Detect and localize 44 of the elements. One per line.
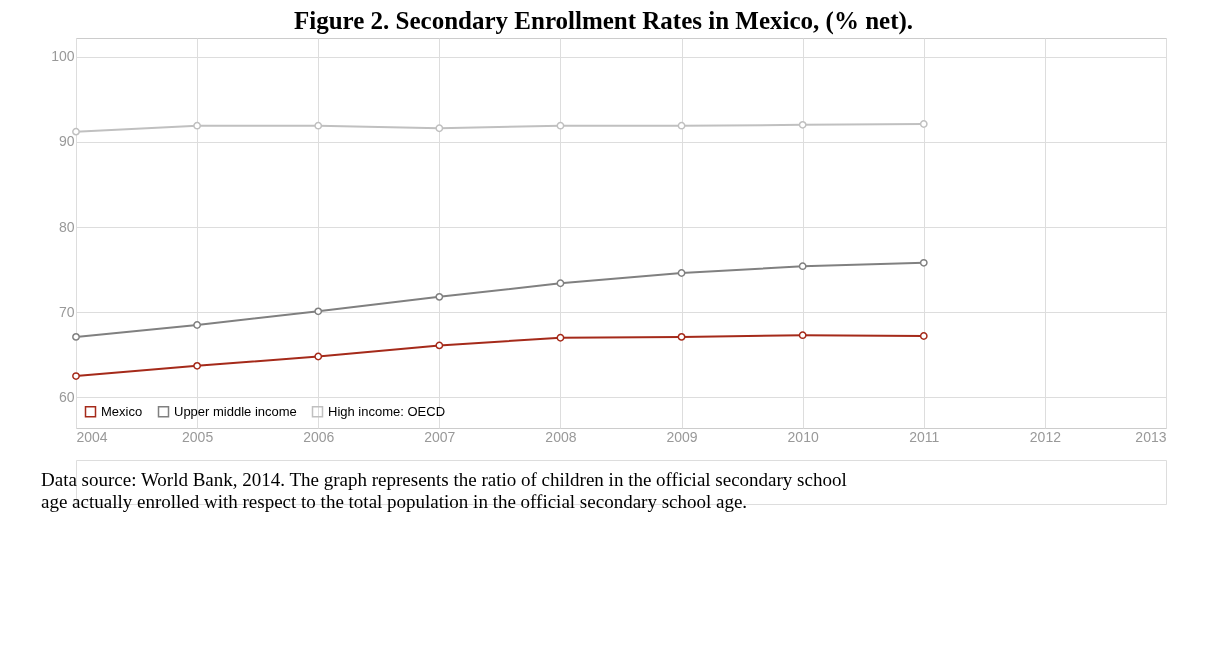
point (677, 332, 686, 341)
x-tick-label: 2009 (666, 428, 698, 445)
legend-label: High income: OECD (328, 403, 446, 419)
x-tick-label: 2010 (787, 428, 819, 445)
chart-title: Figure 2. Secondary Enrollment Rates in Mexico, (% net). (293, 6, 914, 35)
point (919, 332, 928, 340)
point (314, 307, 323, 316)
point (798, 262, 807, 271)
y-tick-label: 70 (58, 303, 75, 320)
x-tick-label: 2004 (76, 428, 108, 445)
point (72, 332, 80, 341)
point (314, 352, 323, 361)
point (798, 331, 807, 340)
point (314, 121, 323, 130)
point (919, 258, 928, 267)
point (193, 361, 202, 370)
point (193, 321, 202, 329)
point (798, 120, 807, 129)
source-note: Data source: World Bank, 2014. The graph represents the ratio of children in the official secondary school age actually enrolled with respect to the total population in the official secondary school age. (41, 469, 847, 512)
x-tick-label: 2011 (909, 428, 940, 445)
point (677, 121, 686, 130)
x-tick-label: 2006 (303, 428, 335, 445)
y-tick-label: 100 (51, 48, 75, 65)
point (193, 121, 202, 130)
point (72, 127, 80, 136)
y-tick-label: 90 (58, 133, 75, 150)
legend-label: Mexico (101, 403, 143, 419)
point (435, 341, 444, 350)
legend-label: Upper middle income (174, 403, 297, 419)
y-tick-label: 60 (58, 388, 75, 405)
point (72, 372, 80, 380)
point (435, 292, 444, 301)
point (556, 279, 565, 288)
point (556, 333, 565, 342)
point (435, 124, 444, 133)
x-tick-label: 2008 (545, 428, 577, 445)
point (919, 120, 928, 128)
point (556, 121, 565, 130)
y-tick-label: 80 (58, 218, 75, 235)
x-tick-label: 2012 (1029, 428, 1062, 445)
x-tick-label: 2005 (182, 428, 214, 445)
x-tick-label: 2007 (424, 428, 456, 445)
point (677, 269, 686, 277)
x-tick-label: 2013 (1135, 428, 1167, 445)
